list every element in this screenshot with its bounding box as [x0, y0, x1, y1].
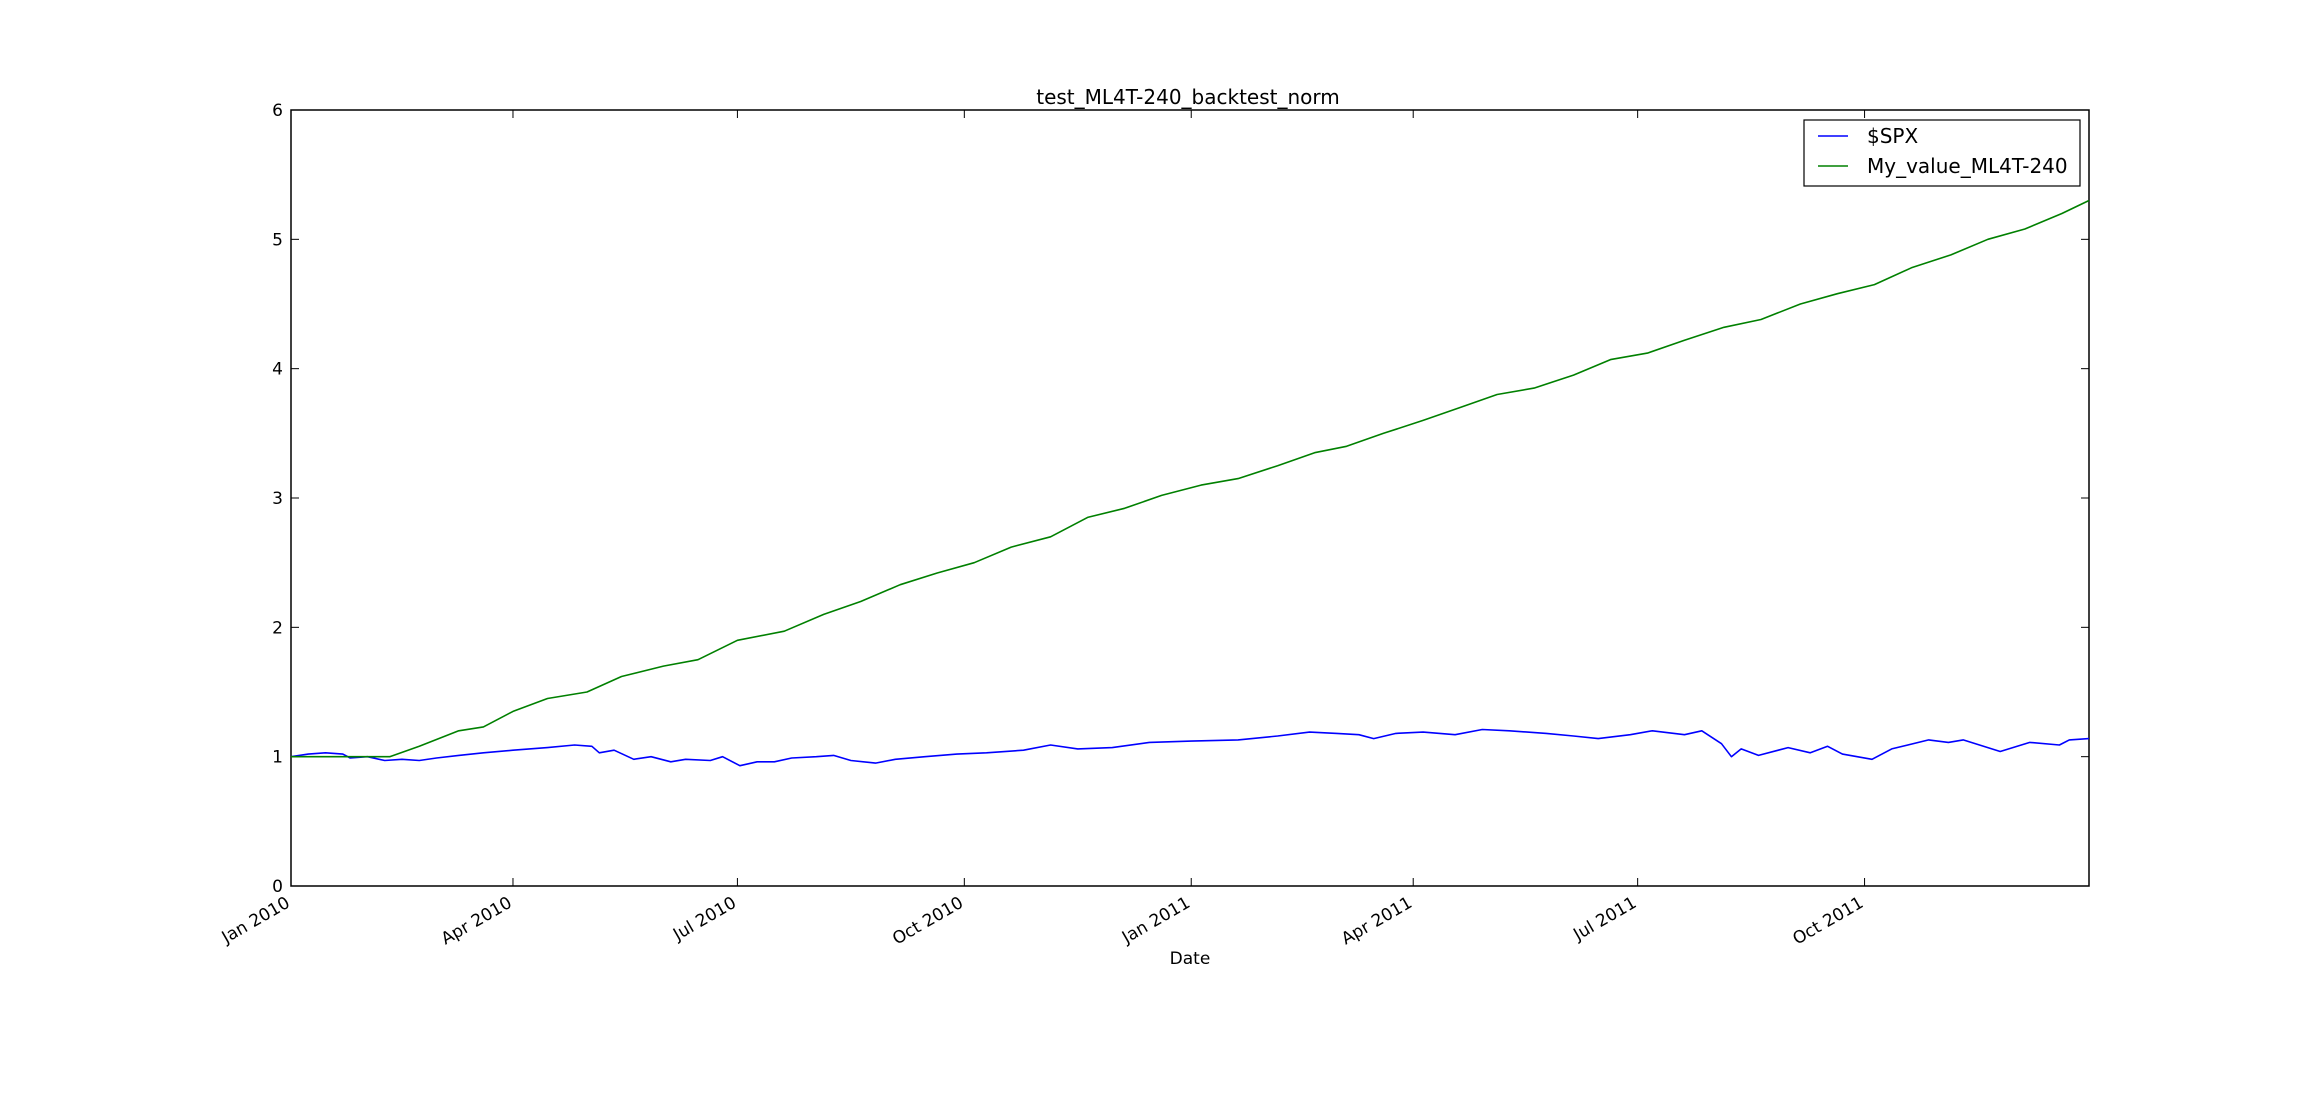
y-tick-label: 3 — [272, 489, 283, 509]
legend-box — [1803, 119, 2081, 187]
x-axis-label: Date — [1170, 949, 1211, 969]
x-tick-label: Jan 2011 — [1118, 893, 1194, 948]
y-tick-label: 1 — [272, 748, 283, 768]
series-layer — [290, 199, 2090, 767]
legend-label-spx: $SPX — [1867, 124, 1918, 148]
legend-label-my-value: My_value_ML4T-240 — [1867, 154, 2068, 178]
series-line-my-value — [291, 199, 2090, 758]
x-tick-label: Apr 2011 — [1338, 893, 1416, 949]
chart-title: test_ML4T-240_backtest_norm — [1036, 85, 1340, 109]
x-tick-label: Apr 2010 — [438, 893, 516, 949]
plot-area-frame — [290, 109, 2090, 887]
y-tick-label: 5 — [272, 230, 283, 250]
x-tick-label: Oct 2011 — [1789, 893, 1867, 949]
x-axis: Jan 2010 Apr 2010 Jul 2010 Oct 2010 Jan 2011… — [218, 110, 1867, 949]
x-tick-label: Oct 2010 — [889, 893, 967, 949]
series-line-spx — [290, 728, 2090, 767]
y-tick-label: 4 — [272, 360, 283, 380]
legend: $SPX My_value_ML4T-240 — [1803, 119, 2081, 187]
x-tick-label: Jan 2010 — [218, 893, 294, 948]
y-tick-label: 2 — [272, 618, 283, 638]
x-tick-label: Jul 2010 — [669, 893, 740, 945]
y-tick-label: 6 — [272, 101, 283, 121]
y-axis: 0 1 2 3 4 5 6 — [272, 101, 2089, 897]
y-tick-label: 0 — [272, 877, 283, 897]
x-tick-label: Jul 2011 — [1569, 893, 1640, 945]
